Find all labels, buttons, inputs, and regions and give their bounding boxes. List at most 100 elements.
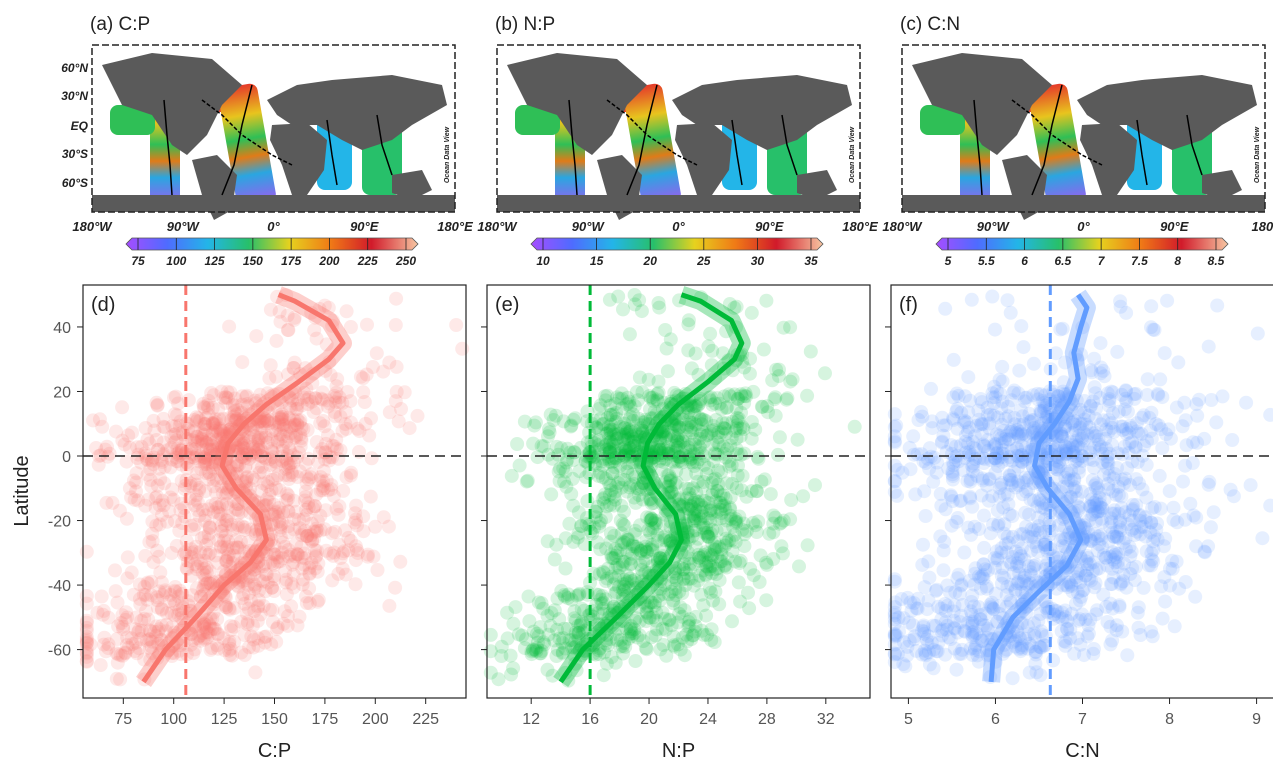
data-point [140,467,155,482]
data-point [169,454,184,469]
data-point [759,293,774,308]
data-point [240,614,255,629]
lon-label: 0° [672,219,685,234]
data-point [1176,474,1190,489]
data-point [177,482,192,496]
data-point [331,507,346,522]
data-point [284,420,299,435]
data-point [727,387,742,402]
data-point [319,337,334,352]
data-point [335,546,350,561]
data-point [113,672,128,687]
data-point [151,442,166,457]
colorbar-tick-label: 10 [536,254,550,268]
colorbar-tick-label: 5.5 [978,254,995,268]
data-point [163,594,177,609]
data-point [113,648,128,663]
data-point [922,657,937,672]
ocean-data-view-watermark: Ocean Data View [1254,126,1261,183]
data-point [934,612,949,627]
data-point [206,416,220,431]
data-point [259,492,274,507]
data-point [506,616,521,631]
data-point [219,496,234,511]
data-point [983,526,998,541]
data-point [318,503,333,518]
data-point [1243,478,1258,493]
data-point [800,538,815,553]
data-point [900,648,914,663]
data-point [148,501,163,516]
data-point [235,449,250,464]
data-point [141,453,155,468]
data-point [309,487,324,502]
data-point [669,388,684,403]
data-point [289,428,304,443]
data-point [246,439,260,454]
data-point [170,441,185,456]
data-point [248,527,263,542]
data-point [350,546,365,561]
data-point [1170,515,1185,530]
data-point [273,314,288,329]
data-point [228,398,242,413]
data-point [195,502,210,517]
data-point [708,471,723,486]
data-point [210,627,225,642]
data-point [287,312,302,327]
data-point [245,425,260,440]
data-point [632,370,647,385]
data-point [222,319,237,334]
data-point [275,516,290,531]
data-point [187,642,202,657]
data-point [615,401,630,416]
data-point [210,638,225,653]
data-point [240,570,255,585]
data-point [197,400,212,415]
data-point [704,622,719,637]
data-point [218,589,232,604]
data-point [1102,394,1117,409]
data-point [294,433,309,448]
data-point [270,620,285,635]
data-point [96,603,111,618]
data-point [780,391,795,406]
data-point [328,409,343,424]
data-point [1092,437,1107,452]
data-point [388,394,403,409]
data-point [206,472,221,487]
data-point [733,387,748,402]
x-tick-label: 6 [991,711,1000,728]
lon-label: 180°E [842,219,878,234]
data-point [230,459,245,474]
data-point [165,619,180,634]
data-point [251,439,266,454]
data-point [221,534,236,549]
data-point [315,442,330,456]
data-point [319,473,334,488]
data-point [201,547,216,562]
data-point [129,610,144,625]
data-point [193,545,207,560]
data-point [203,520,217,535]
data-point [359,367,374,382]
data-point [732,556,747,571]
data-point [130,451,145,465]
data-point [192,483,207,498]
data-point [172,523,187,538]
data-point [173,638,188,653]
data-point [707,635,722,649]
data-point [285,393,300,408]
data-point [911,413,926,427]
data-point [410,408,425,423]
data-point [230,578,245,593]
data-point [149,433,164,447]
data-point [670,433,684,448]
data-point [154,575,169,590]
data-point [1026,356,1041,371]
data-point [301,472,316,487]
data-point [269,369,284,384]
lon-label: 180° [1252,219,1273,234]
data-point [268,454,283,469]
